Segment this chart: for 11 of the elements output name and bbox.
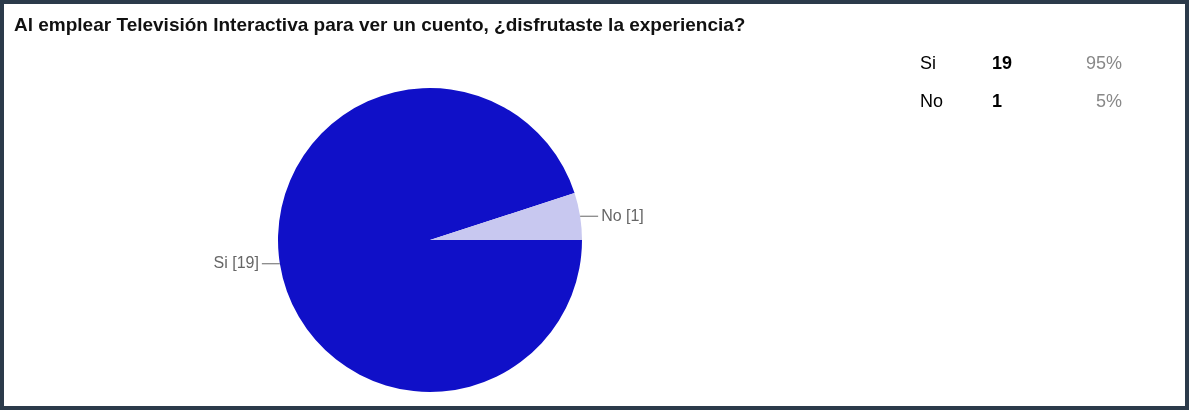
text: 5%: [1095, 89, 1122, 113]
chart-title: Al emplear Televisión Interactiva para ver un cuento, ¿disfrutaste la experiencia?: [14, 14, 746, 36]
text: 95%: [1084, 51, 1122, 75]
slice-label: No: [601, 206, 622, 224]
text: Si: [920, 51, 937, 75]
text: No: [920, 89, 944, 113]
slice-label: Si: [213, 254, 228, 272]
text: 1: [992, 89, 1003, 113]
data-label: [1]: [626, 206, 644, 224]
text: 19: [992, 51, 1014, 75]
data-label: [19]: [232, 254, 259, 272]
